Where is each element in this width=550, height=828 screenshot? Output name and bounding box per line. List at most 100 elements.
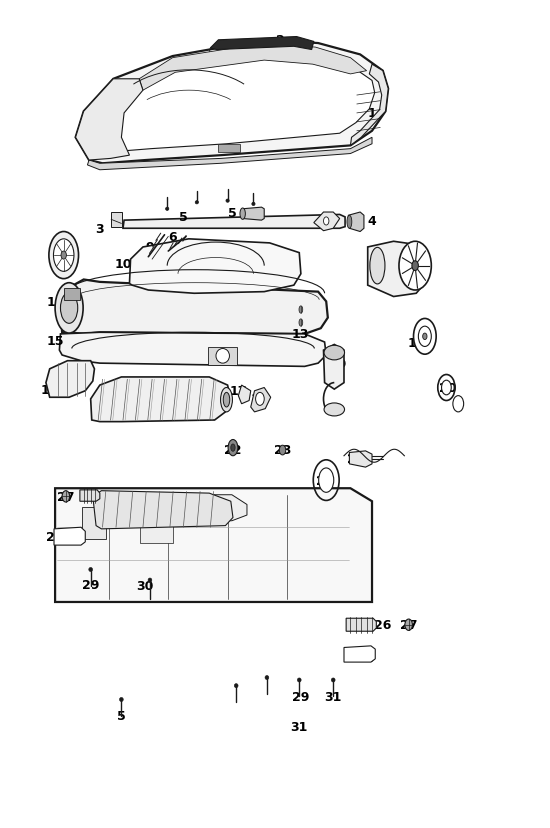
Polygon shape (75, 79, 143, 161)
Ellipse shape (61, 252, 67, 260)
Text: 31: 31 (290, 720, 308, 733)
Polygon shape (368, 242, 424, 297)
Text: 16: 16 (41, 383, 58, 396)
Bar (218, 145, 240, 152)
Text: 29: 29 (292, 690, 310, 703)
Text: 26: 26 (374, 619, 392, 632)
Text: 32: 32 (106, 89, 123, 103)
Ellipse shape (234, 684, 238, 688)
Ellipse shape (324, 346, 344, 360)
Polygon shape (129, 239, 301, 294)
Polygon shape (350, 65, 388, 147)
Polygon shape (59, 333, 326, 367)
Ellipse shape (347, 216, 352, 229)
Text: 25: 25 (316, 474, 333, 487)
Ellipse shape (119, 698, 123, 701)
Ellipse shape (265, 676, 269, 680)
Polygon shape (46, 361, 95, 397)
Polygon shape (344, 646, 375, 662)
Ellipse shape (419, 327, 431, 347)
Ellipse shape (414, 319, 436, 354)
Ellipse shape (231, 445, 235, 452)
Bar (111, 213, 123, 228)
Polygon shape (91, 378, 231, 422)
Ellipse shape (299, 320, 303, 327)
Text: 13: 13 (291, 328, 309, 341)
Polygon shape (123, 215, 345, 229)
Text: 4: 4 (367, 214, 376, 228)
Bar (64, 288, 80, 301)
Ellipse shape (405, 619, 412, 631)
Text: 21: 21 (158, 397, 176, 411)
Ellipse shape (216, 349, 229, 363)
Ellipse shape (148, 578, 152, 582)
Text: 23: 23 (274, 443, 292, 456)
Ellipse shape (89, 568, 92, 572)
Text: 15: 15 (46, 335, 64, 348)
Ellipse shape (49, 232, 79, 279)
Text: 20: 20 (439, 382, 456, 394)
Ellipse shape (60, 293, 78, 324)
Text: 31: 31 (324, 690, 342, 703)
Polygon shape (87, 138, 372, 171)
Text: 1: 1 (367, 108, 376, 120)
Polygon shape (238, 386, 251, 404)
Ellipse shape (298, 678, 301, 682)
Polygon shape (210, 37, 314, 51)
Polygon shape (243, 208, 264, 221)
Text: 22: 22 (224, 443, 241, 456)
Text: 6: 6 (168, 231, 177, 243)
Polygon shape (93, 491, 233, 529)
Text: 8: 8 (255, 209, 263, 222)
Text: 29: 29 (82, 578, 100, 591)
Ellipse shape (324, 403, 344, 416)
Text: 28: 28 (46, 531, 64, 544)
Polygon shape (251, 388, 271, 412)
Polygon shape (55, 489, 372, 602)
Polygon shape (60, 280, 328, 335)
Text: 27: 27 (57, 490, 75, 503)
Text: 2: 2 (276, 34, 285, 47)
Polygon shape (349, 451, 372, 468)
Text: 30: 30 (136, 580, 153, 593)
Polygon shape (101, 495, 247, 521)
Text: 5: 5 (179, 211, 188, 224)
Text: 10: 10 (114, 258, 132, 271)
Polygon shape (314, 213, 340, 231)
Text: 18: 18 (250, 393, 267, 406)
Ellipse shape (323, 218, 329, 226)
Ellipse shape (228, 440, 238, 456)
Polygon shape (348, 213, 364, 232)
Ellipse shape (223, 393, 230, 407)
Ellipse shape (240, 209, 245, 220)
Text: 14: 14 (46, 296, 64, 309)
Ellipse shape (370, 248, 385, 285)
Ellipse shape (53, 239, 74, 272)
Ellipse shape (256, 393, 264, 406)
Ellipse shape (423, 334, 427, 340)
Bar (82, 508, 106, 540)
Ellipse shape (331, 678, 335, 682)
Ellipse shape (318, 469, 334, 493)
Text: 5: 5 (228, 206, 236, 219)
Text: 17: 17 (229, 385, 247, 397)
Polygon shape (75, 41, 388, 164)
Ellipse shape (55, 283, 83, 334)
Text: 24: 24 (347, 452, 365, 465)
Polygon shape (346, 619, 376, 632)
Polygon shape (323, 345, 344, 390)
Text: 26: 26 (86, 490, 103, 503)
Text: 9: 9 (146, 241, 154, 254)
Polygon shape (139, 44, 367, 91)
Ellipse shape (299, 306, 303, 314)
Ellipse shape (252, 203, 255, 206)
Ellipse shape (442, 381, 451, 395)
Text: 5: 5 (265, 253, 274, 267)
Text: 3: 3 (96, 223, 104, 235)
Polygon shape (80, 490, 100, 502)
Ellipse shape (62, 491, 70, 503)
Bar (208, 348, 237, 365)
Ellipse shape (195, 201, 199, 205)
Text: 11: 11 (52, 249, 69, 262)
Text: 28: 28 (357, 651, 374, 664)
